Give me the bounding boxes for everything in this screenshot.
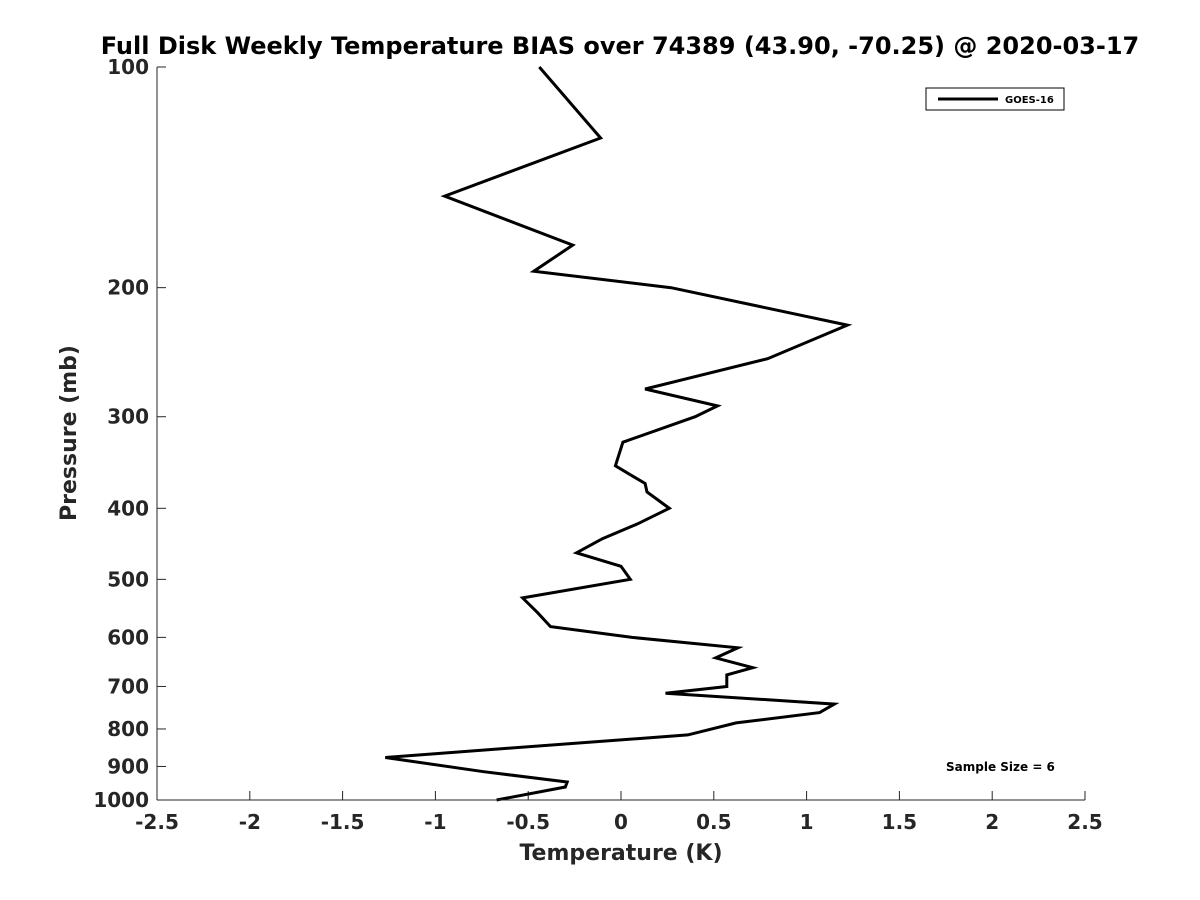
y-tick-label: 500	[107, 567, 149, 591]
x-tick-label: 1	[800, 810, 814, 834]
x-tick-label: -2	[239, 810, 261, 834]
y-tick-label: 100	[107, 55, 149, 79]
x-tick-labels: -2.5 -2 -1.5 -1 -0.5 0 0.5 1 1.5 2 2.5	[135, 810, 1103, 834]
y-tick-label: 700	[107, 674, 149, 698]
x-tick-label: 2.5	[1067, 810, 1102, 834]
y-tick-label: 800	[107, 717, 149, 741]
series-line-goes-16	[385, 66, 853, 802]
chart-title: Full Disk Weekly Temperature BIAS over 7…	[101, 32, 1140, 60]
y-tick-label: 900	[107, 754, 149, 778]
x-tick-label: -1.5	[321, 810, 365, 834]
y-tick-labels: 100 200 300 400 500 600 700 800 900 1000	[93, 55, 149, 812]
x-tick-label: -1	[424, 810, 446, 834]
legend: GOES-16	[925, 87, 1065, 111]
y-tick-label: 600	[107, 625, 149, 649]
x-tick-label: 1.5	[882, 810, 917, 834]
x-axis-label: Temperature (K)	[519, 841, 722, 866]
ticks	[156, 66, 1086, 801]
sample-size-annotation: Sample Size = 6	[946, 760, 1055, 774]
y-tick-label: 300	[107, 405, 149, 429]
y-axis-label: Pressure (mb)	[57, 345, 82, 521]
plot-area	[157, 67, 1085, 800]
y-tick-label: 400	[107, 496, 149, 520]
x-tick-label: -2.5	[135, 810, 179, 834]
x-tick-label: 2	[985, 810, 999, 834]
legend-label-goes-16: GOES-16	[1005, 95, 1054, 106]
x-tick-label: 0.5	[696, 810, 731, 834]
y-tick-label: 200	[107, 276, 149, 300]
x-tick-label: -0.5	[506, 810, 550, 834]
y-tick-label: 1000	[93, 788, 149, 812]
x-tick-label: 0	[614, 810, 628, 834]
